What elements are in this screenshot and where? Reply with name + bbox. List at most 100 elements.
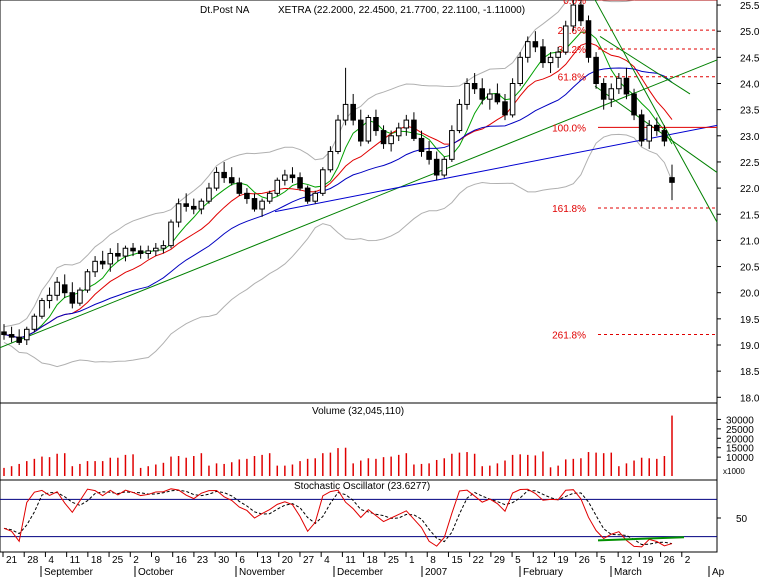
fib-label: 23.6%	[558, 26, 586, 37]
candle	[251, 193, 258, 212]
candle	[77, 287, 83, 306]
candle-body	[99, 260, 106, 265]
day-label: 26	[664, 555, 676, 566]
candle	[418, 130, 425, 157]
candle	[46, 287, 53, 309]
day-label: 4	[48, 555, 54, 566]
fib-label: 38.2%	[558, 45, 586, 56]
candle-body	[175, 203, 182, 223]
price-tick-label: 18.5	[740, 367, 760, 378]
candle	[244, 188, 250, 204]
candle-body	[221, 171, 227, 179]
candle-body	[335, 119, 341, 152]
day-label: 15	[451, 555, 463, 566]
candle	[365, 114, 372, 144]
candle	[600, 78, 607, 110]
candle	[456, 99, 463, 134]
candle	[616, 73, 622, 94]
stoch-axis: 50	[717, 514, 748, 525]
candle-body	[259, 200, 265, 210]
candle	[206, 182, 212, 204]
candle	[130, 243, 136, 257]
candle	[562, 20, 569, 55]
candle	[69, 282, 76, 309]
symbol-label: Dt.Post NA	[200, 5, 250, 16]
candle	[578, 0, 584, 26]
long-uptrend-line	[0, 59, 718, 349]
candle-body	[350, 103, 356, 121]
candle-body	[266, 192, 273, 202]
candle-body	[433, 158, 440, 176]
candle-body	[494, 93, 501, 103]
candle	[168, 219, 174, 249]
volume-bars	[3, 415, 673, 476]
candle-body	[213, 171, 220, 189]
month-label: March	[614, 567, 642, 577]
price-tick-label: 21.0	[740, 236, 760, 247]
price-tick-label: 22.0	[740, 184, 760, 195]
month-label: December	[337, 567, 384, 577]
month-label: October	[138, 567, 174, 577]
candle-body	[122, 247, 129, 257]
candle-body	[297, 177, 303, 189]
candle	[320, 167, 326, 196]
candle-body	[570, 4, 577, 27]
candle-body	[198, 200, 205, 210]
candle-body	[600, 83, 607, 100]
candle	[471, 73, 478, 94]
price-tick-label: 23.0	[740, 132, 760, 143]
candle	[175, 198, 182, 228]
candle	[327, 146, 334, 173]
candle-body	[183, 203, 189, 207]
volume-tick-label: 25000	[726, 425, 754, 436]
volume-tick-label: 10000	[726, 453, 754, 464]
candle	[304, 185, 311, 204]
candle-body	[357, 119, 364, 142]
candle-body	[168, 221, 174, 247]
candle-body	[31, 315, 38, 330]
candle-body	[555, 51, 561, 58]
day-label: 5	[515, 555, 521, 566]
candle	[39, 297, 45, 319]
candle	[555, 46, 561, 68]
candle	[335, 114, 341, 155]
candle-body	[115, 252, 121, 257]
day-label: 5	[600, 555, 606, 566]
fib-label: 0.0%	[563, 0, 586, 7]
candle-body	[282, 174, 288, 181]
candle-body	[130, 247, 136, 252]
candle	[137, 245, 144, 259]
candle	[669, 164, 675, 201]
candle	[282, 169, 288, 186]
stoch-divergence-line	[597, 536, 685, 542]
day-label: 30	[218, 555, 230, 566]
candle-body	[547, 56, 554, 64]
fib-label: 61.8%	[558, 73, 586, 84]
candle-body	[39, 300, 45, 317]
candle-body	[380, 130, 387, 145]
candle	[122, 245, 129, 262]
candle-body	[532, 41, 539, 48]
candle	[570, 0, 577, 32]
lower-band	[3, 133, 673, 368]
candle	[99, 250, 106, 270]
day-label: 23	[197, 555, 209, 566]
candle-body	[593, 56, 599, 84]
candle-body	[190, 205, 197, 210]
day-label: 19	[558, 555, 570, 566]
month-label: February	[523, 567, 563, 577]
candle-body	[69, 292, 76, 304]
candle	[266, 190, 273, 204]
candle	[312, 190, 319, 204]
price-tick-label: 21.5	[740, 210, 760, 221]
candle	[84, 269, 91, 293]
candle-body	[206, 187, 212, 202]
price-tick-label: 19.0	[740, 341, 760, 352]
candle	[464, 78, 470, 110]
candle-body	[411, 119, 417, 139]
candle-body	[46, 294, 53, 302]
candle	[395, 122, 402, 142]
candle-body	[153, 247, 159, 252]
volume-tick-label: 20000	[726, 434, 754, 445]
